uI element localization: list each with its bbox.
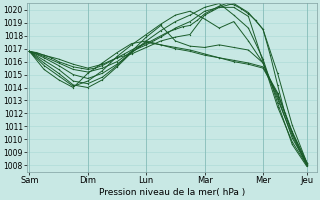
X-axis label: Pression niveau de la mer( hPa ): Pression niveau de la mer( hPa ) [99, 188, 245, 197]
